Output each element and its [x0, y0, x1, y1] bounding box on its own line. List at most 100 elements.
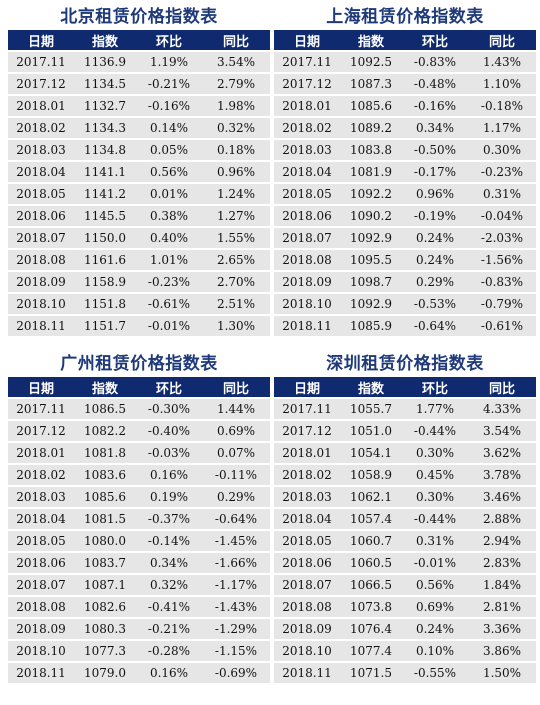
header-date: 日期 [274, 30, 340, 50]
cell-yoy: 2.70% [202, 272, 270, 292]
beijing-table-title: 北京租赁价格指数表 [60, 7, 218, 27]
cell-mom: -0.16% [402, 96, 468, 116]
cell-yoy: -0.23% [468, 162, 536, 182]
cell-index: 1087.3 [340, 74, 402, 94]
header-date: 日期 [8, 30, 74, 50]
cell-index: 1151.7 [74, 316, 136, 336]
table-row: 2018.03 1083.8 -0.50% 0.30% [274, 140, 536, 160]
cell-index: 1132.7 [74, 96, 136, 116]
cell-date: 2018.05 [8, 184, 74, 204]
cell-index: 1145.5 [74, 206, 136, 226]
cell-date: 2018.08 [8, 250, 74, 270]
cell-index: 1083.6 [74, 465, 136, 485]
table-row: 2018.04 1081.5 -0.37% -0.64% [8, 509, 270, 529]
cell-yoy: 1.27% [202, 206, 270, 226]
cell-index: 1081.9 [340, 162, 402, 182]
cell-yoy: 1.24% [202, 184, 270, 204]
cell-yoy: 3.78% [468, 465, 536, 485]
cell-mom: -0.16% [136, 96, 202, 116]
cell-mom: 0.14% [136, 118, 202, 138]
table-header-row: 日期 指数 环比 同比 [274, 30, 536, 50]
cell-index: 1161.6 [74, 250, 136, 270]
cell-date: 2018.06 [8, 206, 74, 226]
table-row: 2018.11 1085.9 -0.64% -0.61% [274, 316, 536, 336]
cell-index: 1087.1 [74, 575, 136, 595]
cell-yoy: 0.30% [468, 140, 536, 160]
table-row: 2018.08 1082.6 -0.41% -1.43% [8, 597, 270, 617]
cell-date: 2018.06 [274, 553, 340, 573]
cell-index: 1082.2 [74, 421, 136, 441]
cell-mom: 0.56% [136, 162, 202, 182]
table-row: 2018.01 1085.6 -0.16% -0.18% [274, 96, 536, 116]
table-row: 2018.03 1134.8 0.05% 0.18% [8, 140, 270, 160]
guangzhou-table-title: 广州租赁价格指数表 [60, 354, 218, 374]
cell-mom: -0.21% [136, 74, 202, 94]
table-row: 2018.09 1098.7 0.29% -0.83% [274, 272, 536, 292]
shenzhen-panel: 深圳租赁价格指数表 日期 指数 环比 同比 2017.11 1055.7 1.77%… [274, 347, 536, 705]
cell-date: 2018.10 [274, 294, 340, 314]
cell-mom: 0.30% [402, 443, 468, 463]
cell-yoy: 0.69% [202, 421, 270, 441]
cell-index: 1092.2 [340, 184, 402, 204]
header-yoy: 同比 [202, 30, 270, 50]
cell-date: 2018.09 [8, 272, 74, 292]
cell-mom: 0.40% [136, 228, 202, 248]
cell-date: 2018.03 [274, 487, 340, 507]
cell-date: 2018.05 [274, 184, 340, 204]
cell-date: 2017.12 [8, 421, 74, 441]
cell-date: 2018.11 [8, 663, 74, 683]
table-row: 2018.02 1058.9 0.45% 3.78% [274, 465, 536, 485]
cell-index: 1083.7 [74, 553, 136, 573]
cell-yoy: -0.64% [202, 509, 270, 529]
cell-index: 1136.9 [74, 52, 136, 72]
cell-index: 1089.2 [340, 118, 402, 138]
table-row: 2018.09 1080.3 -0.21% -1.29% [8, 619, 270, 639]
cell-mom: 0.38% [136, 206, 202, 226]
cell-mom: -0.53% [402, 294, 468, 314]
cell-yoy: -2.03% [468, 228, 536, 248]
cell-date: 2018.11 [8, 316, 74, 336]
cell-yoy: -1.43% [202, 597, 270, 617]
table-row: 2017.11 1092.5 -0.83% 1.43% [274, 52, 536, 72]
cell-yoy: 2.79% [202, 74, 270, 94]
cell-yoy: 1.84% [468, 575, 536, 595]
cell-date: 2018.08 [274, 250, 340, 270]
cell-yoy: 1.55% [202, 228, 270, 248]
cell-mom: 0.16% [136, 465, 202, 485]
cell-date: 2018.10 [8, 294, 74, 314]
cell-mom: -0.37% [136, 509, 202, 529]
table-row: 2018.04 1057.4 -0.44% 2.88% [274, 509, 536, 529]
cell-index: 1051.0 [340, 421, 402, 441]
header-index: 指数 [340, 30, 402, 50]
cell-yoy: 1.10% [468, 74, 536, 94]
cell-yoy: 1.17% [468, 118, 536, 138]
cell-yoy: -1.15% [202, 641, 270, 661]
cell-mom: 0.16% [136, 663, 202, 683]
cell-yoy: 3.54% [468, 421, 536, 441]
guangzhou-panel: 广州租赁价格指数表 日期 指数 环比 同比 2017.11 1086.5 -0.30… [8, 347, 270, 705]
header-date: 日期 [8, 377, 74, 397]
cell-mom: 0.69% [402, 597, 468, 617]
header-mom: 环比 [136, 30, 202, 50]
cell-index: 1066.5 [340, 575, 402, 595]
cell-yoy: 0.07% [202, 443, 270, 463]
table-row: 2017.12 1087.3 -0.48% 1.10% [274, 74, 536, 94]
cell-index: 1054.1 [340, 443, 402, 463]
table-row: 2018.07 1066.5 0.56% 1.84% [274, 575, 536, 595]
cell-mom: 0.24% [402, 250, 468, 270]
cell-mom: 1.01% [136, 250, 202, 270]
cell-mom: -0.21% [136, 619, 202, 639]
cell-mom: -0.41% [136, 597, 202, 617]
cell-yoy: 3.62% [468, 443, 536, 463]
cell-date: 2018.11 [274, 663, 340, 683]
cell-mom: 0.24% [402, 619, 468, 639]
table-row: 2017.12 1134.5 -0.21% 2.79% [8, 74, 270, 94]
cell-mom: 1.77% [402, 399, 468, 419]
cell-date: 2018.07 [274, 575, 340, 595]
cell-index: 1150.0 [74, 228, 136, 248]
cell-index: 1060.7 [340, 531, 402, 551]
cell-index: 1092.9 [340, 228, 402, 248]
cell-date: 2018.02 [8, 465, 74, 485]
table-row: 2018.02 1134.3 0.14% 0.32% [8, 118, 270, 138]
cell-yoy: 1.43% [468, 52, 536, 72]
